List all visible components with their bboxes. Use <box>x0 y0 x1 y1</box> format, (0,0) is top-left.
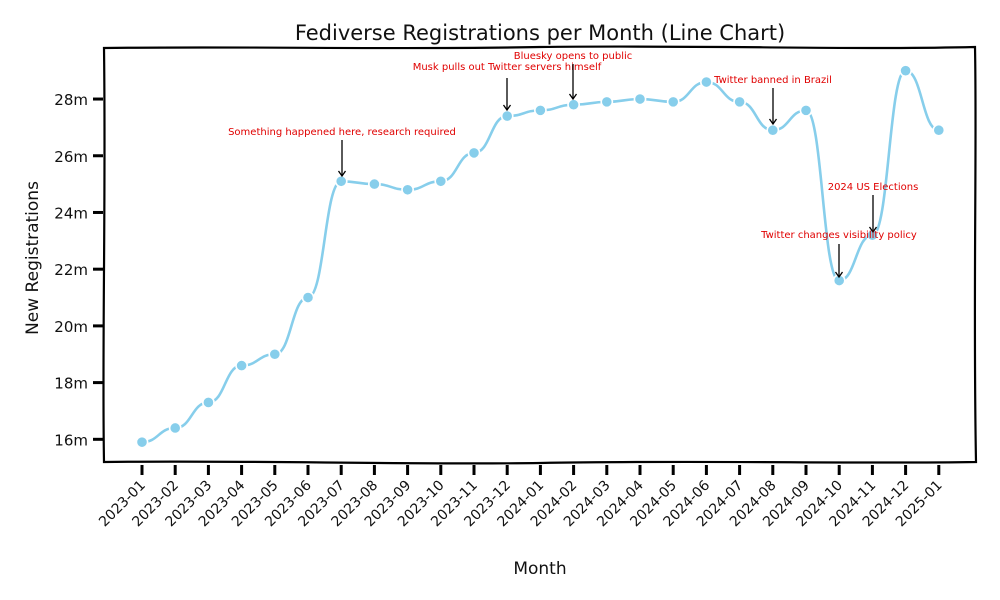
y-axis-ticks: 16m 18m 20m 22m 24m 26m 28m <box>54 91 103 449</box>
chart-title: Fediverse Registrations per Month (Line … <box>295 21 785 45</box>
data-point <box>666 95 680 109</box>
data-point <box>567 98 580 112</box>
data-point <box>367 177 381 191</box>
annotation-label: Musk pulls out Twitter servers himself <box>413 62 602 73</box>
annotation-label: 2024 US Elections <box>828 182 919 193</box>
data-point <box>932 123 946 137</box>
annotation-arrowhead <box>768 118 778 126</box>
series-line <box>140 69 941 444</box>
x-axis-label: Month <box>513 559 566 579</box>
y-tick-label: 16m <box>54 431 88 449</box>
data-point <box>899 64 912 78</box>
data-point <box>733 95 746 109</box>
data-point <box>201 396 215 409</box>
y-axis-label: New Registrations <box>23 181 43 335</box>
annotation-label: Twitter banned in Brazil <box>713 75 832 86</box>
data-point <box>168 421 182 435</box>
annotation-arrowhead <box>502 104 512 112</box>
data-point <box>534 103 547 117</box>
y-tick-label: 24m <box>54 204 88 222</box>
annotation-layer: Something happened here, research requir… <box>228 51 919 279</box>
data-point <box>500 109 514 123</box>
data-point <box>301 291 315 304</box>
data-point <box>235 359 248 372</box>
data-point <box>401 183 414 197</box>
y-tick-label: 20m <box>54 318 88 336</box>
data-point <box>766 123 780 137</box>
data-point <box>467 146 481 160</box>
data-point <box>135 435 149 449</box>
data-point <box>334 174 348 188</box>
plot-area-frame <box>102 45 978 465</box>
annotation-label: Bluesky opens to public <box>514 51 633 62</box>
data-point <box>268 347 282 361</box>
y-tick-label: 28m <box>54 91 88 109</box>
annotation-arrowhead <box>568 93 578 101</box>
y-tick-label: 26m <box>54 148 88 166</box>
y-tick-label: 18m <box>54 375 88 393</box>
annotation-arrowhead <box>868 226 878 234</box>
annotation-label: Something happened here, research requir… <box>228 127 456 138</box>
data-point <box>434 174 448 188</box>
y-tick-label: 22m <box>54 261 88 279</box>
data-point <box>799 103 813 117</box>
data-point <box>633 92 647 106</box>
data-point <box>600 95 614 109</box>
data-point <box>700 75 713 89</box>
annotation-arrowhead <box>834 271 844 279</box>
annotation-label: Twitter changes visibility policy <box>760 230 917 241</box>
annotation-arrowhead <box>337 170 347 178</box>
x-axis-ticks: 2023-012023-022023-032023-042023-052023-… <box>96 465 946 530</box>
series-layer <box>135 64 946 449</box>
